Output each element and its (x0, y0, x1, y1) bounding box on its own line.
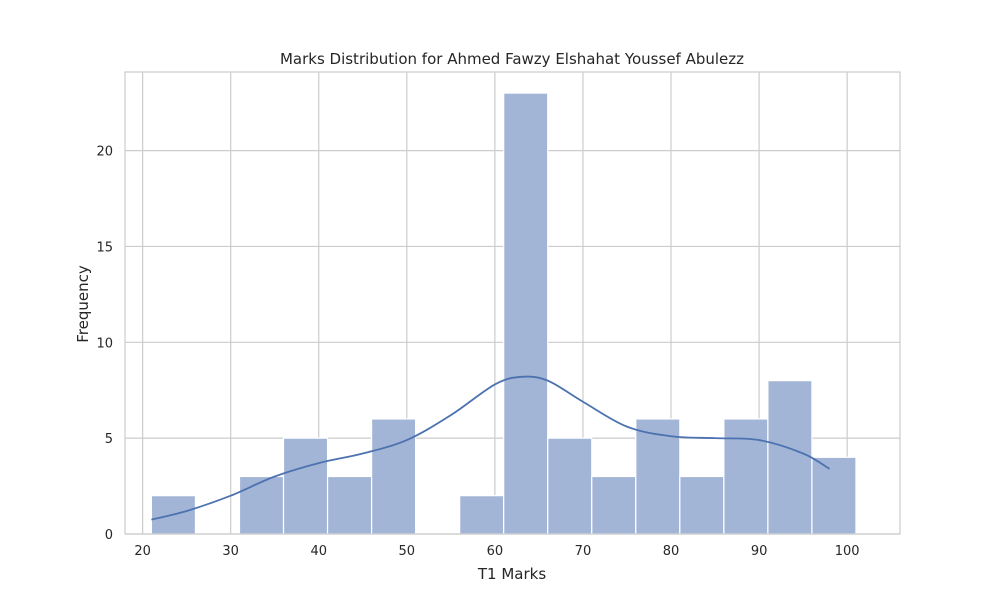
plot-frame (124, 71, 901, 535)
kde-curve (151, 375, 831, 521)
x-tick-label: 20 (134, 544, 151, 559)
x-axis-label: T1 Marks (477, 565, 546, 583)
histogram-bar (723, 418, 769, 535)
x-tick-label: 70 (575, 544, 592, 559)
histogram-bar (459, 495, 505, 535)
y-tick-label: 20 (96, 145, 113, 160)
chart-title: Marks Distribution for Ahmed Fawzy Elsha… (280, 50, 744, 68)
x-axis-ticks: 20 30 40 50 60 70 80 90 100 (134, 544, 859, 559)
x-tick-label: 80 (663, 544, 680, 559)
histogram-bar (282, 437, 329, 535)
y-axis-ticks: 0 5 10 15 20 (96, 145, 113, 543)
x-tick-label: 30 (222, 544, 239, 559)
y-tick-label: 0 (105, 528, 113, 543)
y-tick-label: 15 (96, 240, 113, 255)
histogram-bar (679, 475, 725, 535)
x-tick-label: 50 (399, 544, 416, 559)
x-tick-label: 100 (835, 544, 860, 559)
x-tick-label: 90 (751, 544, 768, 559)
histogram-bar (591, 475, 637, 535)
y-tick-label: 5 (105, 432, 113, 447)
x-tick-label: 60 (487, 544, 504, 559)
bars-layer (150, 92, 857, 535)
histogram-bar (767, 380, 813, 535)
histogram-bar (503, 92, 549, 535)
histogram-bar (238, 475, 285, 535)
y-tick-label: 10 (96, 336, 113, 351)
x-tick-label: 40 (310, 544, 327, 559)
histogram-bar (370, 418, 417, 535)
histogram-bar (547, 437, 593, 535)
histogram-bar (326, 475, 373, 535)
y-axis-label: Frequency (74, 265, 92, 343)
histogram-bar (811, 456, 857, 535)
